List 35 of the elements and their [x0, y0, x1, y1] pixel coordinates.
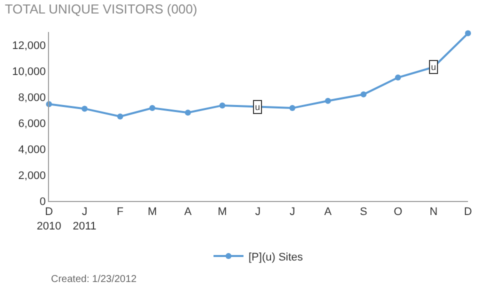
- y-tick-label: 4,000: [18, 144, 46, 156]
- annotation: u: [255, 102, 260, 112]
- point: [360, 91, 367, 98]
- x-tick-label: J: [255, 206, 261, 218]
- text: Created: 1/23/2012: [51, 274, 138, 285]
- point: [82, 106, 88, 112]
- point: [324, 98, 331, 104]
- legend-label: [P](u) Sites: [248, 251, 304, 264]
- point: [289, 105, 296, 112]
- point: [394, 74, 401, 80]
- x-tick-label: D: [464, 206, 472, 218]
- x-tick-label: S: [360, 206, 368, 218]
- y-tick-label: 6,000: [18, 118, 46, 130]
- x-tick-label: A: [324, 206, 332, 218]
- x-tick-label: M: [148, 206, 157, 218]
- annotation: u: [431, 62, 436, 72]
- point: [117, 114, 124, 120]
- chart-title: TOTAL UNIQUE VISITORS (000): [4, 2, 198, 17]
- y-tick-label: 8,000: [18, 92, 46, 104]
- x-tick-label: O: [394, 206, 403, 218]
- x-tick-label: A: [184, 206, 192, 218]
- y-tick-label: 12,000: [12, 40, 46, 52]
- point: [465, 30, 471, 36]
- point: [149, 105, 156, 112]
- y-tick-label: 10,000: [12, 66, 46, 78]
- y-tick-label: 2,000: [18, 170, 46, 182]
- x-tick-label: D 2010: [36, 206, 62, 232]
- x-tick-label: J 2011: [72, 206, 96, 232]
- x-tick-label: N: [430, 206, 438, 218]
- point: [219, 102, 226, 108]
- point: [184, 110, 191, 116]
- x-tick-label: J: [290, 206, 296, 218]
- x-tick-label: M: [218, 206, 227, 218]
- x-tick-label: F: [116, 206, 124, 218]
- y-tick-label: 0: [40, 196, 46, 208]
